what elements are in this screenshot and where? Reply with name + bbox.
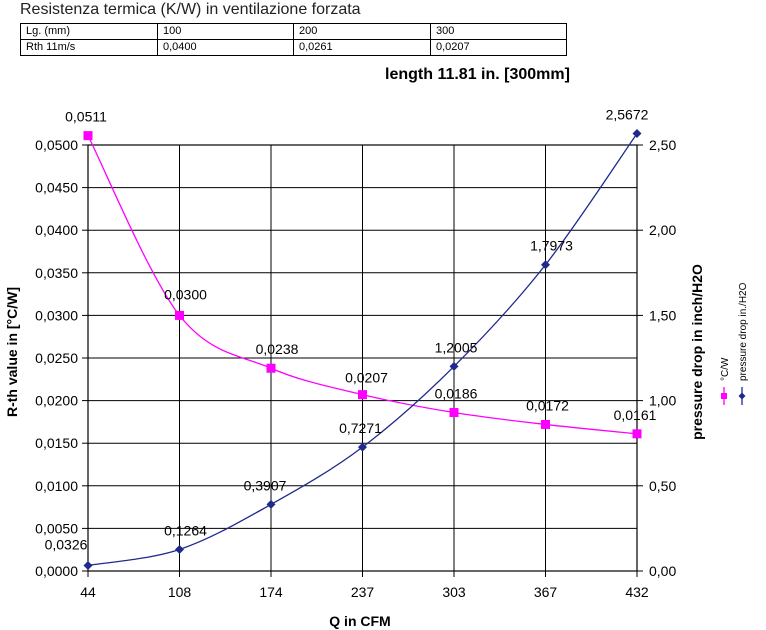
data-label: 2,5672 <box>606 107 649 123</box>
data-label: 0,0161 <box>614 407 657 423</box>
x-tick-label: 237 <box>351 584 375 600</box>
y-tick-label-left: 0,0050 <box>35 520 78 536</box>
y-tick-label-left: 0,0250 <box>35 350 78 366</box>
data-label: 0,0186 <box>435 386 478 402</box>
data-point <box>541 419 550 429</box>
data-point <box>175 310 184 320</box>
y-tick-label-right: 1,50 <box>649 307 676 323</box>
y-axis-label-left: R-th value in [°C/W] <box>4 287 20 417</box>
data-point <box>83 131 93 141</box>
page-title: Resistenza termica (K/W) in ventilazione… <box>20 1 361 18</box>
spec-table: Lg. (mm) 100 200 300 Rth 11m/s 0,0400 0,… <box>20 23 567 56</box>
y-tick-label-left: 0,0400 <box>35 222 78 238</box>
legend-label: pressure drop in./H2O <box>738 282 749 381</box>
data-point <box>175 544 184 554</box>
y-tick-label-right: 2,50 <box>649 137 676 153</box>
y-tick-label-left: 0,0300 <box>35 307 78 323</box>
data-label: 0,0326 <box>45 536 88 552</box>
series-line <box>87 133 638 567</box>
y-tick-label-left: 0,0350 <box>35 265 78 281</box>
data-label: 0,0207 <box>345 370 388 386</box>
data-label: 0,1264 <box>164 522 207 538</box>
x-tick-label: 367 <box>534 584 558 600</box>
x-tick-label: 303 <box>442 584 466 600</box>
y-axis-label-right: pressure drop in inch/H2O <box>689 264 705 440</box>
x-tick-label: 174 <box>259 584 283 600</box>
x-tick-label: 108 <box>168 584 192 600</box>
x-tick-label: 432 <box>625 584 649 600</box>
data-point <box>632 129 642 139</box>
data-point <box>358 442 367 452</box>
data-label: 0,0300 <box>164 286 207 302</box>
y-tick-label-left: 0,0150 <box>35 435 78 451</box>
data-label: 1,7973 <box>530 238 573 254</box>
data-label: 0,0238 <box>256 341 299 357</box>
y-tick-label-left: 0,0200 <box>35 393 78 409</box>
data-point <box>266 363 276 373</box>
data-point <box>83 560 93 570</box>
y-tick-label-right: 0,50 <box>649 478 676 494</box>
data-label: 0,7271 <box>339 420 382 436</box>
table-row: Lg. (mm) 100 200 300 <box>20 23 567 40</box>
y-tick-label-left: 0,0500 <box>35 137 78 153</box>
chart-title: length 11.81 in. [300mm] <box>385 66 570 83</box>
data-point <box>266 499 276 509</box>
legend-marker <box>738 392 746 400</box>
legend-label: °C/W <box>720 357 731 381</box>
y-tick-label-left: 0,0100 <box>35 478 78 494</box>
data-label: 0,0511 <box>65 109 107 125</box>
data-point <box>358 390 367 400</box>
table-cell: Rth 11m/s <box>20 39 158 56</box>
x-axis-label: Q in CFM <box>329 613 390 629</box>
data-point <box>449 408 459 418</box>
data-label: 1,2005 <box>435 339 478 355</box>
data-label: 0,0172 <box>526 397 569 413</box>
table-row: Rth 11m/s 0,0400 0,0261 0,0207 <box>20 39 567 56</box>
table-cell: 0,0400 <box>157 39 294 56</box>
data-point <box>541 260 550 270</box>
data-label: 0,3907 <box>244 477 287 493</box>
data-point <box>632 429 642 439</box>
x-tick-label: 44 <box>80 584 96 600</box>
y-tick-label-right: 2,00 <box>649 222 676 238</box>
plot-area <box>87 144 638 572</box>
y-tick-label-right: 1,00 <box>649 393 676 409</box>
data-point <box>449 361 459 371</box>
y-tick-label-right: 0,00 <box>649 563 676 579</box>
legend-marker <box>721 393 727 399</box>
y-tick-label-left: 0,0000 <box>35 563 78 579</box>
table-cell: 0,0207 <box>430 39 567 56</box>
y-tick-label-left: 0,0450 <box>35 180 78 196</box>
